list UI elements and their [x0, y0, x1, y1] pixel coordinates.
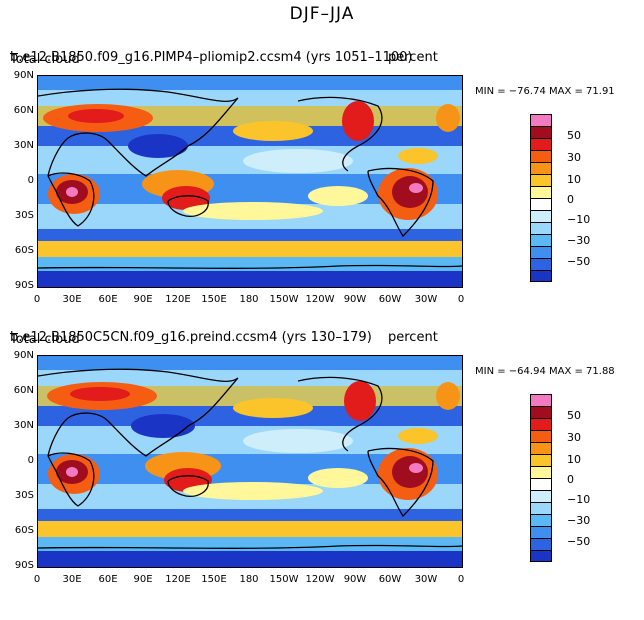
lon-label: 150W	[269, 294, 299, 305]
panel-units-label: percent	[388, 50, 438, 65]
colorbar-swatch	[530, 514, 552, 526]
lon-label: 120W	[305, 294, 335, 305]
lon-label: 90W	[343, 294, 367, 305]
panel-variable-label: Total cloud	[10, 332, 80, 347]
colorbar-swatch	[530, 550, 552, 562]
lon-label: 90E	[133, 294, 153, 305]
lon-label: 30E	[62, 294, 82, 305]
colorbar-swatch	[530, 454, 552, 466]
colorbar-label: −50	[567, 535, 591, 548]
min-max-label: MIN = −64.94 MAX = 71.88	[475, 366, 615, 377]
lon-label: 180	[239, 294, 259, 305]
lon-label: 30W	[414, 574, 438, 585]
lon-label: 60W	[378, 574, 402, 585]
colorbar-swatch	[530, 222, 552, 234]
lon-label: 0	[33, 294, 41, 305]
colorbar-swatch	[530, 478, 552, 490]
lat-label: 60N	[13, 105, 34, 116]
map-plot	[37, 355, 463, 568]
map-plot	[37, 75, 463, 288]
lon-label: 120E	[165, 294, 191, 305]
colorbar-swatch	[530, 198, 552, 210]
colorbar-swatch	[530, 174, 552, 186]
colorbar-label: −10	[567, 213, 591, 226]
colorbar-swatch	[530, 246, 552, 258]
lon-label: 150E	[201, 574, 227, 585]
colorbar-swatch	[530, 150, 552, 162]
lon-label: 60E	[98, 574, 118, 585]
lon-label: 150W	[269, 574, 299, 585]
colorbar-label: 10	[567, 173, 581, 186]
colorbar-swatch	[530, 466, 552, 478]
lat-label: 30S	[14, 210, 34, 221]
colorbar-swatch	[530, 162, 552, 174]
colorbar-swatch	[530, 418, 552, 430]
panel-variable-label: Total cloud	[10, 52, 80, 67]
lon-label: 0	[33, 574, 41, 585]
panel-run-title: b.e12.B1850C5CN.f09_g16.preind.ccsm4 (yr…	[10, 330, 372, 345]
colorbar-swatch	[530, 234, 552, 246]
panel-units-label: percent	[388, 330, 438, 345]
colorbar-label: 30	[567, 431, 581, 444]
lat-label: 30S	[14, 490, 34, 501]
lat-label: 0	[27, 455, 34, 466]
colorbar-swatch	[530, 430, 552, 442]
colorbar-swatch	[530, 258, 552, 270]
lat-label: 90N	[13, 70, 34, 81]
colorbar-swatch	[530, 138, 552, 150]
colorbar-swatch	[530, 270, 552, 282]
colorbar-label: 10	[567, 453, 581, 466]
lat-label: 0	[27, 175, 34, 186]
colorbar-label: 0	[567, 193, 574, 206]
colorbar-swatch	[530, 186, 552, 198]
colorbar-label: 0	[567, 473, 574, 486]
lon-label: 60W	[378, 294, 402, 305]
colorbar	[530, 394, 552, 562]
lat-label: 30N	[13, 140, 34, 151]
colorbar-swatch	[530, 442, 552, 454]
lat-label: 60N	[13, 385, 34, 396]
lon-label: 0	[457, 574, 465, 585]
lon-label: 120E	[165, 574, 191, 585]
colorbar-label: 50	[567, 409, 581, 422]
colorbar-swatch	[530, 538, 552, 550]
colorbar-label: −30	[567, 234, 591, 247]
lon-label: 30W	[414, 294, 438, 305]
figure-title: DJF–JJA	[289, 4, 355, 24]
lat-label: 90S	[14, 280, 34, 291]
colorbar-swatch	[530, 114, 552, 126]
colorbar-label: −50	[567, 255, 591, 268]
lon-label: 90E	[133, 574, 153, 585]
map-field	[38, 76, 462, 287]
lat-label: 60S	[14, 525, 34, 536]
min-max-label: MIN = −76.74 MAX = 71.91	[475, 86, 615, 97]
colorbar-swatch	[530, 126, 552, 138]
lon-label: 0	[457, 294, 465, 305]
lon-label: 30E	[62, 574, 82, 585]
lon-label: 60E	[98, 294, 118, 305]
colorbar-label: −30	[567, 514, 591, 527]
colorbar-swatch	[530, 210, 552, 222]
colorbar-swatch	[530, 394, 552, 406]
panel-top: b.e12.B1850.f09_g16.PIMP4–pliomip2.ccsm4…	[0, 50, 644, 340]
colorbar-label: 30	[567, 151, 581, 164]
colorbar-swatch	[530, 502, 552, 514]
panel-run-title: b.e12.B1850.f09_g16.PIMP4–pliomip2.ccsm4…	[10, 50, 413, 65]
lat-label: 90N	[13, 350, 34, 361]
colorbar	[530, 114, 552, 282]
lat-label: 30N	[13, 420, 34, 431]
panel-bottom: b.e12.B1850C5CN.f09_g16.preind.ccsm4 (yr…	[0, 330, 644, 620]
lon-label: 150E	[201, 294, 227, 305]
colorbar-swatch	[530, 406, 552, 418]
colorbar-label: −10	[567, 493, 591, 506]
colorbar-swatch	[530, 526, 552, 538]
map-field	[38, 356, 462, 567]
lat-label: 90S	[14, 560, 34, 571]
lon-label: 120W	[305, 574, 335, 585]
lat-label: 60S	[14, 245, 34, 256]
lon-label: 90W	[343, 574, 367, 585]
colorbar-swatch	[530, 490, 552, 502]
lon-label: 180	[239, 574, 259, 585]
colorbar-label: 50	[567, 129, 581, 142]
